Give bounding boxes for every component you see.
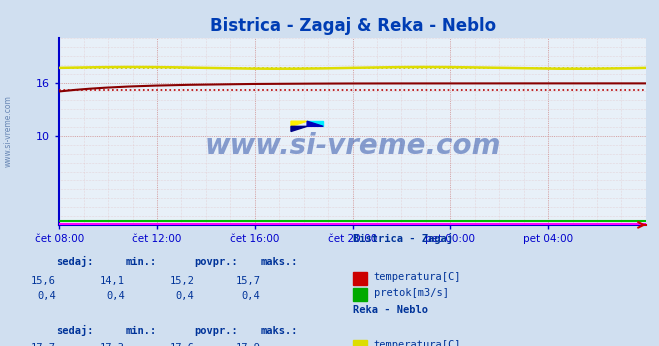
Text: Reka - Neblo: Reka - Neblo <box>353 305 428 315</box>
Title: Bistrica - Zagaj & Reka - Neblo: Bistrica - Zagaj & Reka - Neblo <box>210 17 496 35</box>
Text: 17,9: 17,9 <box>235 343 260 346</box>
Text: sedaj:: sedaj: <box>56 256 94 267</box>
Text: 0,4: 0,4 <box>242 291 260 301</box>
Text: 0,4: 0,4 <box>107 291 125 301</box>
Text: maks.:: maks.: <box>260 326 298 336</box>
Polygon shape <box>307 121 324 126</box>
Text: maks.:: maks.: <box>260 257 298 267</box>
Text: min.:: min.: <box>125 326 156 336</box>
Text: povpr.:: povpr.: <box>194 326 238 336</box>
Text: www.si-vreme.com: www.si-vreme.com <box>204 133 501 161</box>
Polygon shape <box>307 121 324 126</box>
Text: min.:: min.: <box>125 257 156 267</box>
Text: 15,7: 15,7 <box>235 276 260 286</box>
Text: temperatura[C]: temperatura[C] <box>374 272 461 282</box>
Text: 17,6: 17,6 <box>169 343 194 346</box>
Text: sedaj:: sedaj: <box>56 325 94 336</box>
Text: www.si-vreme.com: www.si-vreme.com <box>3 95 13 167</box>
Polygon shape <box>291 126 307 131</box>
Text: 15,6: 15,6 <box>31 276 56 286</box>
Text: 14,1: 14,1 <box>100 276 125 286</box>
Text: pretok[m3/s]: pretok[m3/s] <box>374 288 449 298</box>
Text: 0,4: 0,4 <box>38 291 56 301</box>
Text: 15,2: 15,2 <box>169 276 194 286</box>
Text: 17,3: 17,3 <box>100 343 125 346</box>
Polygon shape <box>291 121 307 126</box>
Text: temperatura[C]: temperatura[C] <box>374 340 461 346</box>
Text: povpr.:: povpr.: <box>194 257 238 267</box>
Text: 0,4: 0,4 <box>176 291 194 301</box>
Text: Bistrica - Zagaj: Bistrica - Zagaj <box>353 233 453 244</box>
Text: 17,7: 17,7 <box>31 343 56 346</box>
